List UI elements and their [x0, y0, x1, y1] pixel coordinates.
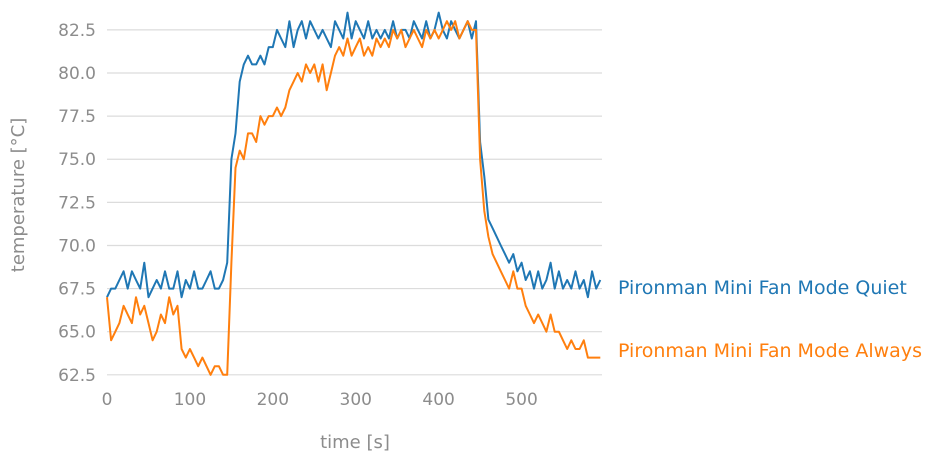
x-tick-label: 400: [422, 390, 454, 410]
y-tick-label: 75.0: [58, 150, 96, 170]
x-tick-label: 100: [174, 390, 206, 410]
y-tick-label: 77.5: [58, 107, 96, 127]
series-label-1: Pironman Mini Fan Mode Quiet: [618, 277, 907, 299]
y-tick-label: 72.5: [58, 193, 96, 213]
x-tick-label: 300: [340, 390, 372, 410]
series-label-2: Pironman Mini Fan Mode Always: [618, 340, 922, 362]
series-line-2: [106, 20, 601, 376]
y-tick-label: 62.5: [58, 366, 96, 386]
x-tick-label: 500: [505, 390, 537, 410]
y-axis-label: temperature [°C]: [8, 118, 29, 272]
y-tick-label: 65.0: [58, 323, 96, 343]
series-labels: Pironman Mini Fan Mode Quiet Pironman Min…: [618, 277, 922, 362]
y-tick-label: 70.0: [58, 236, 96, 256]
x-tick-label: 0: [102, 390, 113, 410]
x-tick-labels: 0 100 200 300 400 500: [102, 390, 538, 410]
gridlines: [107, 29, 602, 376]
y-tick-label: 80.0: [58, 64, 96, 84]
x-axis-label: time [s]: [320, 432, 390, 453]
y-tick-labels: 62.5 65.0 67.5 70.0 72.5 75.0 77.5 80.0 82.5: [58, 21, 96, 386]
y-tick-label: 67.5: [58, 280, 96, 300]
series-line-1: [106, 11, 602, 299]
series-lines: [106, 11, 602, 376]
y-tick-label: 82.5: [58, 21, 96, 41]
x-tick-label: 200: [257, 390, 289, 410]
